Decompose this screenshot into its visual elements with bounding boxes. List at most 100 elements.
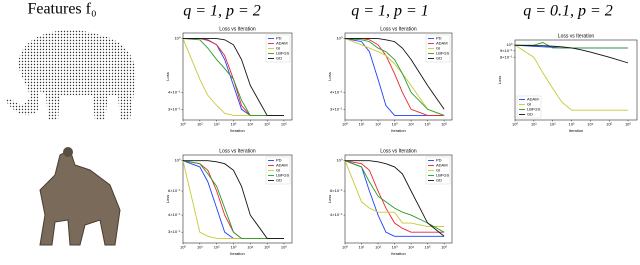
x-tick-label: 10³ <box>231 122 237 127</box>
y-tick-label: 9×10⁻¹ <box>500 48 513 53</box>
plot-frame <box>514 39 638 121</box>
elephant-point-cloud <box>5 30 136 120</box>
series-line <box>344 160 445 233</box>
y-axis-label: Loss <box>327 72 332 80</box>
legend-box <box>516 95 542 119</box>
x-tick-label: 10¹ <box>531 122 537 127</box>
chart-title: Loss vs Iteration <box>558 33 595 39</box>
legend-label: ADAM <box>436 41 448 46</box>
y-axis-label: Loss <box>165 195 170 203</box>
column-header: q = 1, p = 2 <box>183 3 261 20</box>
plot-frame <box>182 154 293 244</box>
x-tick-label: 10⁴ <box>247 245 253 250</box>
x-tick-label: 10¹ <box>197 245 203 250</box>
y-tick-label: 4×10⁻¹ <box>330 89 343 94</box>
plot-frame <box>344 154 453 244</box>
x-tick-label: 10² <box>375 122 381 127</box>
legend-label: LBFGS <box>276 173 289 178</box>
legend-label: GD <box>436 178 442 183</box>
chart-title: Loss vs Iteration <box>380 26 417 32</box>
legend-label: LBFGS <box>436 51 449 56</box>
x-tick-label: 10² <box>375 245 381 250</box>
y-tick-label: 3×10⁻¹ <box>330 106 343 111</box>
legend-label: GI <box>436 168 440 173</box>
legend-label: ADAM <box>276 41 288 46</box>
y-tick-label: 3×10⁻¹ <box>168 106 181 111</box>
y-tick-label: 10⁰ <box>174 158 180 163</box>
series-line <box>345 38 445 116</box>
y-tick-label: 10⁰ <box>336 158 342 163</box>
x-tick-label: 10² <box>550 122 556 127</box>
legend-label: PD <box>436 36 442 41</box>
legend-label: PD <box>276 36 282 41</box>
y-tick-label: 6×10⁻¹ <box>168 188 181 193</box>
legend-label: ADAM <box>276 163 288 168</box>
chart-title: Loss vs Iteration <box>219 148 256 154</box>
legend-label: LBFGS <box>276 51 289 56</box>
y-tick-label: 3×10⁻¹ <box>168 229 181 234</box>
series-line <box>344 160 445 227</box>
x-tick-label: 10⁰ <box>180 122 186 127</box>
x-tick-label: 10³ <box>569 122 575 127</box>
x-tick-label: 10⁵ <box>425 122 431 127</box>
series-line <box>182 160 284 239</box>
legend-label: ADAM <box>527 97 539 102</box>
x-tick-label: 10⁰ <box>512 122 518 127</box>
series-line <box>344 38 445 116</box>
x-tick-label: 10⁵ <box>264 245 270 250</box>
series-line <box>182 38 284 116</box>
x-tick-label: 10³ <box>231 245 237 250</box>
x-tick-label: 10² <box>214 245 220 250</box>
x-axis-label: Iteration <box>391 251 405 256</box>
column-header: q = 0.1, p = 2 <box>523 3 613 20</box>
series-line <box>514 44 629 111</box>
legend-label: GI <box>276 46 280 51</box>
legend-label: GI <box>276 168 280 173</box>
x-tick-label: 10⁴ <box>587 122 593 127</box>
statue-point-cloud <box>39 149 121 246</box>
x-tick-label: 10⁴ <box>247 122 253 127</box>
x-axis-label: Iteration <box>230 251 244 256</box>
legend-label: GD <box>276 56 282 61</box>
y-tick-label: 8×10⁻¹ <box>500 54 513 59</box>
x-tick-label: 10² <box>214 122 220 127</box>
chart-title: Loss vs Iteration <box>380 148 417 154</box>
statue-head <box>63 147 73 157</box>
x-tick-label: 10³ <box>392 245 398 250</box>
x-tick-label: 10⁵ <box>264 122 270 127</box>
x-tick-label: 10¹ <box>359 122 365 127</box>
y-tick-label: 10⁰ <box>336 36 342 41</box>
y-axis-label: Loss <box>497 76 502 84</box>
x-tick-label: 10⁶ <box>281 122 287 127</box>
legend-label: ADAM <box>436 163 448 168</box>
legend-label: LBFGS <box>527 107 540 112</box>
legend-label: PD <box>436 158 442 163</box>
x-tick-label: 10⁵ <box>606 122 612 127</box>
y-axis-label: Loss <box>327 195 332 203</box>
series-line <box>515 42 629 49</box>
legend-label: GD <box>276 178 282 183</box>
series-line <box>344 160 445 233</box>
series-line <box>344 160 445 237</box>
x-tick-label: 10⁶ <box>625 122 631 127</box>
series-line <box>345 160 445 237</box>
x-tick-label: 10³ <box>392 122 398 127</box>
x-tick-label: 10⁴ <box>408 245 414 250</box>
y-tick-label: 4×10⁻¹ <box>168 89 181 94</box>
chart-title: Loss vs Iteration <box>219 26 256 32</box>
plot-frame <box>344 32 453 121</box>
legend-label: GD <box>527 112 533 117</box>
x-tick-label: 10⁰ <box>342 245 348 250</box>
x-tick-label: 10¹ <box>197 122 203 127</box>
x-axis-label: Iteration <box>391 128 405 133</box>
x-tick-label: 10⁰ <box>180 245 186 250</box>
y-tick-label: 10⁰ <box>174 36 180 41</box>
series-line <box>344 38 445 116</box>
x-tick-label: 10¹ <box>359 245 365 250</box>
